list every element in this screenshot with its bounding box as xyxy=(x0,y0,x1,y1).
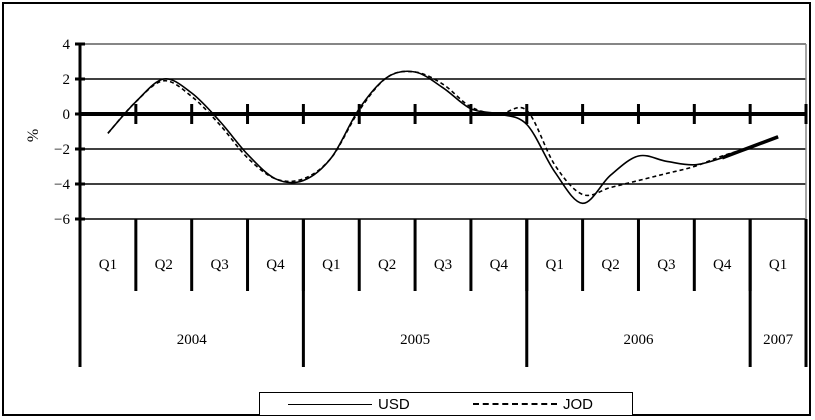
legend-label-jod: JOD xyxy=(563,395,593,413)
quarter-label: Q1 xyxy=(546,257,564,273)
quarter-label: Q2 xyxy=(155,257,173,273)
series-lines xyxy=(107,70,779,205)
quarter-label: Q4 xyxy=(490,257,509,273)
quarter-label: Q4 xyxy=(266,257,285,273)
y-tick-label: 4 xyxy=(63,37,71,53)
legend-label-usd: USD xyxy=(378,395,410,413)
line-chart: 4 2 0 −2 −4 −6 Q1 Q2 Q3 Q4 Q1 Q2 Q3 Q4 Q1 Q2 Q3 Q4 Q1 2004… xyxy=(25,37,808,367)
legend: USD JOD xyxy=(259,392,633,416)
series-tail-usd xyxy=(721,135,779,160)
quarter-label: Q1 xyxy=(322,257,340,273)
y-tick-label: −4 xyxy=(54,177,70,193)
series-line-jod xyxy=(107,70,779,197)
quarter-label: Q1 xyxy=(769,257,787,273)
y-tick-label: −6 xyxy=(54,212,70,228)
year-label: 2007 xyxy=(763,332,794,348)
legend-item-jod: JOD xyxy=(473,395,593,413)
quarter-label: Q3 xyxy=(657,257,675,273)
quarter-label: Q3 xyxy=(434,257,452,273)
quarter-label: Q2 xyxy=(378,257,396,273)
quarter-label: Q1 xyxy=(99,257,117,273)
y-tick-label: 2 xyxy=(63,72,71,88)
y-tick-label: −2 xyxy=(54,142,70,158)
legend-item-usd: USD xyxy=(288,395,410,413)
legend-swatch-jod xyxy=(473,403,557,405)
y-tick-label: 0 xyxy=(63,107,71,123)
series-line-usd xyxy=(107,70,779,205)
year-label: 2004 xyxy=(177,332,208,348)
quarter-label: Q2 xyxy=(601,257,619,273)
quarter-label: Q3 xyxy=(210,257,228,273)
legend-swatch-usd xyxy=(288,403,372,405)
year-label: 2006 xyxy=(623,332,654,348)
year-label: 2005 xyxy=(400,332,430,348)
y-axis-label: % xyxy=(25,129,42,142)
gridlines xyxy=(80,43,807,220)
x-axis: Q1 Q2 Q3 Q4 Q1 Q2 Q3 Q4 Q1 Q2 Q3 Q4 Q1 2004 2005 2006 20… xyxy=(78,104,808,367)
quarter-label: Q4 xyxy=(713,257,732,273)
